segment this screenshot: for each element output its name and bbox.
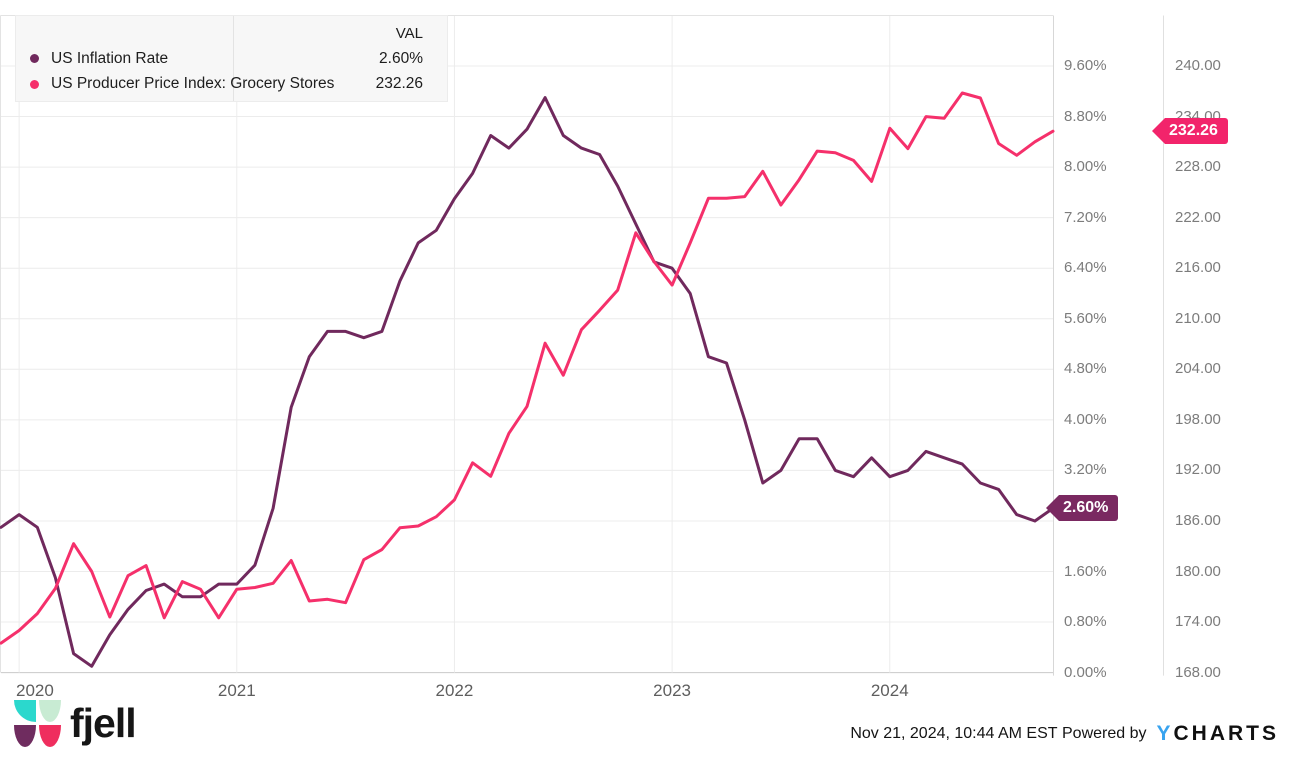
y-tick-label: 0.00% xyxy=(1064,663,1107,681)
logo-quadrant-mint xyxy=(39,699,61,722)
y-tick-label: 9.60% xyxy=(1064,57,1107,74)
legend-item-ppi-grocery[interactable]: US Producer Price Index: Grocery Stores … xyxy=(30,72,423,96)
legend-item-value: 232.26 xyxy=(375,75,423,92)
badge-text: 2.60% xyxy=(1059,495,1119,522)
y-tick-label: 180.00 xyxy=(1175,562,1221,580)
legend-header: VAL xyxy=(30,21,423,45)
legend-val-header: VAL xyxy=(395,24,423,42)
fjell-logo-icon xyxy=(14,699,61,747)
series-dot-icon xyxy=(30,79,39,89)
y-tick-label: 8.80% xyxy=(1064,107,1107,125)
y-tick-label: 186.00 xyxy=(1175,511,1221,529)
x-tick-label: 2021 xyxy=(217,681,256,700)
y-tick-label: 6.40% xyxy=(1064,259,1107,277)
y-tick-label: 1.60% xyxy=(1064,562,1107,580)
series-dot-icon xyxy=(30,54,39,63)
badge-arrow-icon xyxy=(1046,495,1059,522)
y-tick-label: 8.00% xyxy=(1064,158,1107,176)
legend-item-value: 2.60% xyxy=(379,49,423,67)
y-tick-label: 216.00 xyxy=(1175,259,1221,277)
powered-by-label: Powered by xyxy=(1057,725,1147,742)
y-tick-label: 192.00 xyxy=(1175,461,1221,479)
y-tick-label: 168.00 xyxy=(1175,663,1221,681)
ycharts-logo[interactable]: YCHARTS xyxy=(1156,722,1279,746)
legend-divider xyxy=(233,16,234,101)
y-tick-label: 4.80% xyxy=(1064,360,1107,378)
footer-attribution: Nov 21, 2024, 10:44 AM EST Powered by YC… xyxy=(850,722,1279,746)
y-tick-label: 7.20% xyxy=(1064,208,1107,226)
y-tick-label: 3.20% xyxy=(1064,461,1107,479)
x-tick-label: 2023 xyxy=(653,681,692,700)
logo-quadrant-cyan xyxy=(14,699,36,722)
badge-arrow-icon xyxy=(1152,118,1165,145)
y-tick-label: 204.00 xyxy=(1175,360,1221,378)
y-tick-label: 174.00 xyxy=(1175,613,1221,631)
y-tick-label: 240.00 xyxy=(1175,57,1221,74)
us-inflation-rate-line xyxy=(0,96,1055,668)
logo-quadrant-pink xyxy=(39,724,61,747)
x-tick-label: 2024 xyxy=(870,681,909,700)
ycharts-charts: CHARTS xyxy=(1173,722,1279,745)
y-tick-label: 228.00 xyxy=(1175,158,1221,176)
y-tick-label: 198.00 xyxy=(1175,410,1221,428)
y-tick-label: 210.00 xyxy=(1175,309,1221,327)
x-tick-label: 2022 xyxy=(435,681,474,700)
legend-item-label: US Producer Price Index: Grocery Stores xyxy=(51,75,335,92)
y-tick-label: 4.00% xyxy=(1064,410,1107,428)
legend-item-inflation[interactable]: US Inflation Rate 2.60% xyxy=(30,47,423,71)
us-producer-price-index-grocery-stores-line xyxy=(0,91,1055,645)
legend: VAL US Inflation Rate 2.60% US Producer … xyxy=(15,15,448,102)
y-tick-label: 222.00 xyxy=(1175,208,1221,226)
fjell-logo[interactable]: fjell xyxy=(14,699,137,747)
x-tick-label: 2020 xyxy=(16,681,54,700)
brand-name: fjell xyxy=(70,700,137,746)
legend-item-label: US Inflation Rate xyxy=(51,49,169,67)
ppi-value-badge: 232.26 xyxy=(1152,118,1228,145)
inflation-value-badge: 2.60% xyxy=(1046,495,1119,522)
ycharts-y: Y xyxy=(1156,722,1174,745)
y-tick-label: 0.80% xyxy=(1064,613,1107,631)
logo-quadrant-purple xyxy=(14,724,36,747)
timestamp: Nov 21, 2024, 10:44 AM EST xyxy=(850,725,1058,742)
y-tick-label: 5.60% xyxy=(1064,309,1107,327)
badge-text: 232.26 xyxy=(1165,118,1228,145)
